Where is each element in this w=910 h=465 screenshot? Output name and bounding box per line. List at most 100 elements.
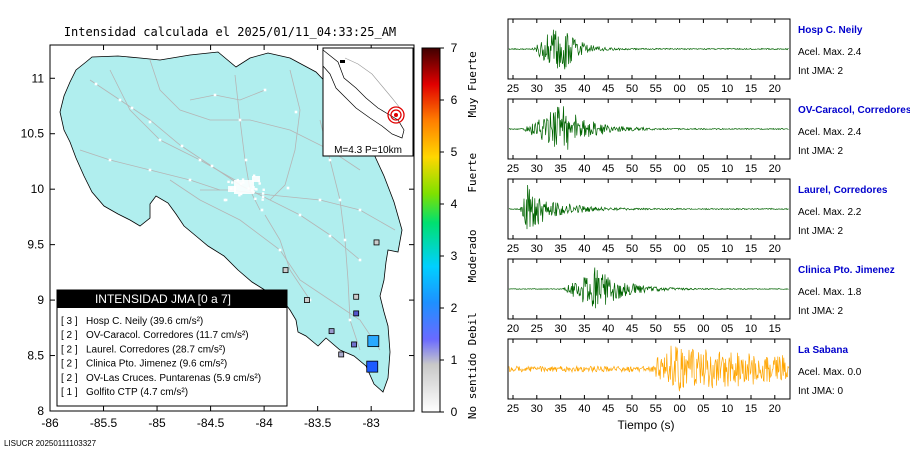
legend-header-bg (57, 290, 287, 308)
town-marker (213, 93, 217, 97)
seismogram-tick-label: 50 (626, 243, 638, 255)
colorbar-categories: No sentido Debil Moderado Fuerte Muy Fuerte (466, 51, 479, 419)
seismogram-tick-label: 55 (673, 323, 685, 335)
town-marker (108, 158, 112, 162)
intensity-colorbar: 0 1 2 3 4 5 6 7 No sentido Debil Moderado Fuerte Mu… (421, 41, 479, 419)
seismogram-tick-label: 30 (531, 243, 543, 255)
town-marker (118, 98, 122, 102)
town-marker (338, 198, 342, 202)
town-marker (286, 186, 290, 190)
colorbar-tick-label: 2 (451, 301, 458, 315)
seismogram-tick-label: 55 (650, 243, 662, 255)
seismogram-tick-label: 45 (602, 243, 614, 255)
town-marker (239, 182, 243, 185)
town-marker (318, 198, 322, 202)
town-marker (298, 213, 302, 217)
seismogram-tick-label: 40 (602, 323, 614, 335)
seismogram-tick-label: 00 (673, 243, 685, 255)
seismogram-waveform (508, 345, 789, 392)
map-y-tick-label: 10 (31, 182, 45, 196)
seismogram-tick-label: 05 (697, 403, 709, 415)
inset-caption: M=4.3 P=10km (334, 145, 402, 156)
seismogram-tick-label: 10 (721, 163, 733, 175)
colorbar-tick-label: 0 (451, 405, 458, 419)
seismogram-tick-label: 10 (721, 403, 733, 415)
station-marker (353, 310, 360, 317)
colorbar-tick-label: 5 (451, 145, 458, 159)
legend-row-intensity: [ 1 ] (61, 387, 78, 398)
map-x-tick-label: -84 (255, 416, 273, 430)
map-y-tick-label: 8.5 (27, 349, 44, 363)
town-marker (148, 168, 152, 172)
town-marker (261, 192, 265, 195)
seismogram-tick-label: 35 (578, 323, 590, 335)
seismogram-tick-label: 15 (745, 243, 757, 255)
seismogram-tick-label: 20 (769, 163, 781, 175)
map-y-tick-label: 11 (32, 71, 45, 85)
town-marker (188, 178, 192, 182)
seismogram-tick-label: 15 (745, 83, 757, 95)
seismogram-tick-label: 45 (602, 403, 614, 415)
station-marker (373, 239, 380, 246)
seismogram-tick-label: 30 (531, 163, 543, 175)
town-marker (254, 197, 257, 200)
station-acel-max: Acel. Max. 0.0 (798, 367, 862, 378)
town-marker (278, 248, 282, 252)
seismogram-tick-label: 00 (673, 163, 685, 175)
map-y-tick-label: 9.5 (27, 238, 44, 252)
seismogram-tick-label: 25 (507, 83, 519, 95)
seismogram-panel: 25 30 35 40 45 50 55 00 05 10 15 20 OV-Caracol, Corr… (507, 98, 910, 175)
seismogram-tick-label: 50 (626, 163, 638, 175)
seismograms: 25 30 35 40 45 50 55 00 05 10 15 20 Hosp C. Neily Ace… (507, 18, 910, 415)
footer-id: LISUCR 20250111103327 (4, 439, 97, 448)
town-marker (242, 181, 245, 184)
map-y-tick-label: 10.5 (21, 127, 45, 141)
town-markers (94, 82, 362, 322)
colorbar-scale (421, 47, 441, 413)
station-marker (353, 293, 360, 300)
seismogram-tick-label: 00 (673, 83, 685, 95)
colorbar-category-label: Fuerte (466, 153, 479, 193)
town-marker (328, 158, 332, 162)
seismogram-tick-label: 45 (602, 163, 614, 175)
seismogram-tick-label: 55 (650, 403, 662, 415)
map-legend: INTENSIDAD JMA [0 a 7] [ 3 ] Hosp C. Neil… (56, 289, 288, 407)
seismogram-waveform (508, 106, 789, 150)
seismogram-tick-label: 25 (507, 163, 519, 175)
station-name: OV-Caracol, Corredores (798, 105, 910, 116)
epicenter-icon (387, 106, 405, 124)
colorbar-ticks: 0 1 2 3 4 5 6 7 (440, 41, 458, 419)
map-y-tick-label: 9 (37, 293, 44, 307)
legend-row-intensity: [ 2 ] (61, 344, 78, 355)
map-x-tick-label: -83 (363, 416, 381, 430)
seismogram-tick-label: 20 (769, 403, 781, 415)
seismogram-panel: 25 30 35 40 45 50 55 00 05 10 15 20 Hosp C. Neily Ace… (507, 18, 863, 95)
station-marker (338, 351, 345, 358)
seismogram-waveform (508, 29, 789, 70)
time-axis-label: Tiempo (s) (618, 418, 675, 432)
town-marker (210, 164, 214, 168)
seismogram-tick-label: 35 (554, 403, 566, 415)
map-y-tick-label: 8 (37, 404, 44, 418)
town-marker (130, 106, 134, 110)
colorbar-category-label: Muy Fuerte (466, 51, 479, 117)
figure-title: Intensidad calculada el 2025/01/11_04:33… (64, 25, 396, 39)
station-marker (282, 267, 289, 274)
seismogram-tick-label: 05 (697, 243, 709, 255)
seismogram-panel: 20 25 30 35 40 45 50 55 00 05 10 15 Clinica Pto. Jim… (507, 258, 895, 335)
town-marker (343, 238, 347, 242)
seismogram-tick-label: 40 (578, 403, 590, 415)
seismogram-tick-label: 45 (602, 83, 614, 95)
town-marker (294, 110, 298, 114)
legend-row-intensity: [ 2 ] (61, 373, 78, 384)
town-marker (236, 178, 239, 182)
legend-row-label: Clinica Pto. Jimenez (9.6 cm/s²) (86, 359, 227, 370)
seismogram-tick-label: 50 (626, 403, 638, 415)
seismogram-tick-label: 50 (626, 83, 638, 95)
seismogram-tick-label: 45 (626, 323, 638, 335)
legend-box (56, 289, 288, 407)
seismogram-tick-label: 35 (554, 83, 566, 95)
seismogram-tick-label: 35 (554, 243, 566, 255)
colorbar-category-label: Moderado (466, 230, 479, 283)
town-marker (255, 188, 258, 191)
